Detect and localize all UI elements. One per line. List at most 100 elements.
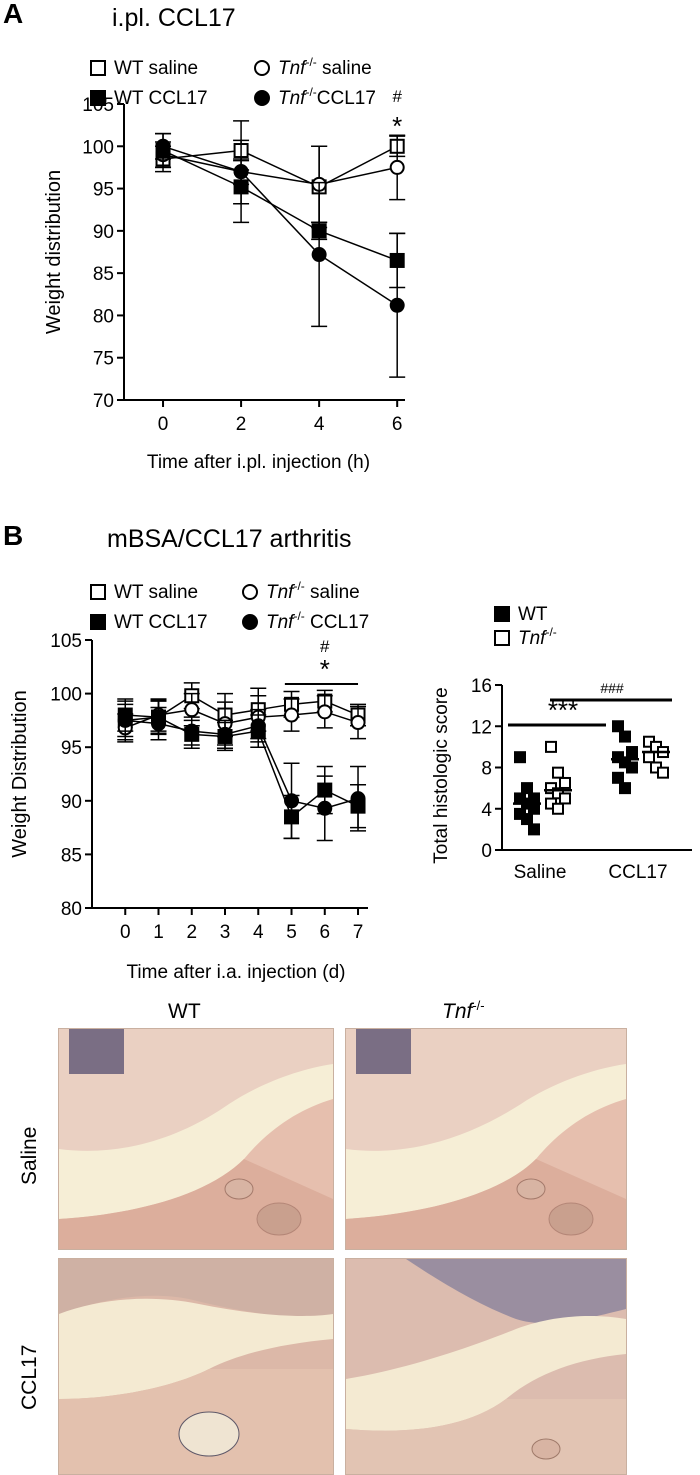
score-legend-0-marker [494, 606, 510, 622]
panel-b-x-tick-label: 0 [120, 922, 131, 943]
panel-b-legend-3-marker [242, 614, 258, 630]
score-legend-1-label-sup: -/- [545, 625, 556, 639]
panel-a-point [155, 138, 171, 154]
histology-image-tnf-ccl17 [345, 1258, 627, 1475]
panel-a-y-tick-label: 75 [93, 349, 114, 370]
panel-a-legend-3-label-rest: CCL17 [317, 88, 376, 109]
panel-b-legend-1-label: Tnf-/- saline [266, 579, 360, 603]
score-category-label: CCL17 [608, 862, 667, 883]
score-y-tick-label: 0 [481, 841, 492, 862]
panel-a-y-tick-label: 90 [93, 222, 114, 243]
panel-b-point [350, 791, 366, 807]
panel-b-point [284, 793, 300, 809]
panel-a-series-line [162, 145, 398, 306]
histology-image-wt-ccl17 [58, 1258, 334, 1475]
score-point [612, 771, 624, 784]
panel-b-legend-2-marker [90, 614, 106, 630]
panel-b-x-axis-label: Time after i.a. injection (d) [127, 962, 346, 983]
panel-a-legend-3-label-italic: Tnf [278, 88, 307, 109]
score-point [619, 730, 631, 743]
panel-b-x-tick-label: 6 [319, 922, 330, 943]
panel-b-legend-0-label: WT saline [114, 582, 198, 603]
panel-b-legend-3-label-italic: Tnf [266, 612, 295, 633]
score-y-tick-label: 8 [481, 759, 492, 780]
panel-a-x-tick-label: 2 [236, 414, 247, 435]
panel-b-point [317, 704, 333, 720]
score-category-label: Saline [514, 862, 567, 883]
panel-b-y-tick-label: 90 [61, 792, 82, 813]
panel-b-legend-1-label-italic: Tnf [266, 582, 295, 603]
panel-b-legend-1-marker [242, 584, 258, 600]
panel-b-histology-score-chart: 0 4 8 12 16 Total histologic score Saline CCL17… [431, 604, 692, 883]
panel-b-point [317, 800, 333, 816]
panel-a-series-line [162, 149, 398, 262]
panel-a-y-tick-label: 85 [93, 264, 114, 285]
panel-a-legend-1-label: Tnf-/- saline [278, 55, 372, 79]
panel-b-legend-3-label-rest: CCL17 [305, 612, 369, 633]
histology-row-label-saline: Saline [18, 1126, 41, 1185]
score-point [657, 766, 669, 779]
score-point [521, 782, 533, 795]
panel-a-annotation-star: * [392, 111, 402, 141]
panel-b-annotation-hash: # [320, 637, 330, 656]
score-legend-1-marker [494, 630, 510, 646]
histology-image-tnf-saline [345, 1028, 627, 1250]
panel-a-title: i.pl. CCL17 [112, 4, 236, 32]
panel-a-y-tick-label: 70 [93, 391, 114, 412]
score-point [521, 813, 533, 826]
panel-b-legend-3-label: Tnf-/- CCL17 [266, 609, 369, 633]
panel-b-point [117, 712, 133, 728]
score-point [528, 802, 540, 815]
panel-b-line-chart: 80 85 90 95 100 105 0 1 2 3 4 5 6 7 Time after i.a. in… [9, 579, 369, 983]
panel-a-legend-0-label: WT saline [114, 58, 198, 79]
score-point [559, 792, 571, 805]
score-point [643, 751, 655, 764]
panel-a-y-tick-label: 80 [93, 306, 114, 327]
score-legend-1-label-italic: Tnf [518, 628, 547, 649]
panel-b-title: mBSA/CCL17 arthritis [107, 525, 352, 553]
panel-a-legend-2-label: WT CCL17 [114, 88, 208, 109]
panel-a-y-tick-label: 100 [82, 137, 114, 158]
panel-b-point [184, 702, 200, 718]
panel-a-legend-1-marker [254, 60, 270, 76]
panel-b-point [184, 723, 200, 739]
score-y-tick-label: 12 [471, 717, 492, 738]
panel-b-point [350, 715, 366, 731]
panel-a-legend-3-label-sup: -/- [305, 85, 316, 99]
panel-b-point [151, 716, 167, 732]
histology-wt-ccl17-illustration [59, 1259, 333, 1474]
panel-a-series-line [162, 154, 398, 186]
score-point [552, 802, 564, 815]
score-point [626, 746, 638, 759]
panel-b-annotation-star: * [320, 654, 330, 684]
panel-a-legend-0-marker [90, 60, 106, 76]
score-point [619, 782, 631, 795]
panel-a-point [311, 247, 327, 263]
score-legend-1-label: Tnf-/- [518, 625, 557, 649]
panel-a-x-tick-label: 6 [392, 414, 403, 435]
panel-a-annotation-hash: # [392, 87, 402, 106]
panel-b-y-tick-label: 80 [61, 899, 82, 920]
score-y-axis-label: Total histologic score [431, 687, 452, 863]
score-point [612, 720, 624, 733]
panel-b-x-tick-label: 7 [353, 922, 364, 943]
panel-b-x-tick-label: 1 [153, 922, 164, 943]
score-point [514, 751, 526, 764]
panel-a-line-chart: 7075808590951001050246Time after i.pl. i… [43, 55, 406, 473]
panel-b-x-tick-label: 2 [186, 922, 197, 943]
score-point [626, 761, 638, 774]
score-y-tick-label: 4 [481, 800, 492, 821]
panel-b-legend-1-label-sup: -/- [293, 579, 304, 593]
score-point [528, 823, 540, 836]
panel-a-y-tick-label: 95 [93, 180, 114, 201]
panel-b-y-tick-label: 95 [61, 738, 82, 759]
panel-a-point [389, 297, 405, 313]
panel-a-legend-3-marker [254, 90, 270, 106]
panel-a-x-tick-label: 4 [314, 414, 325, 435]
panel-b-x-tick-label: 5 [286, 922, 297, 943]
panel-a-x-axis-label: Time after i.pl. injection (h) [147, 452, 370, 473]
histology-col-label-wt: WT [168, 1000, 201, 1023]
score-point [559, 776, 571, 789]
panel-b-legend-3-label-sup: -/- [293, 609, 304, 623]
panel-b-legend-2-label: WT CCL17 [114, 612, 208, 633]
